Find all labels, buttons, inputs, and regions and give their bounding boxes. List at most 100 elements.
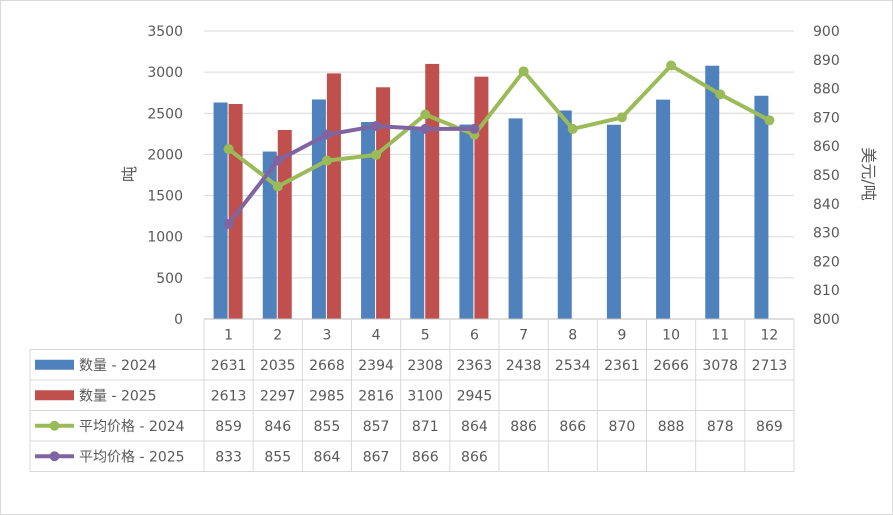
bar-quantity-2024: [508, 118, 523, 320]
y-tick-label: 0: [174, 312, 183, 328]
table-cell: 2945: [457, 388, 493, 404]
line-price-2025: [227, 124, 475, 226]
point-price-2024: [371, 149, 382, 160]
bar-quantity-2024: [557, 110, 572, 319]
bar-quantity-2024: [213, 102, 228, 319]
y2-tick-label: 880: [813, 82, 840, 98]
table-cell: 866: [559, 419, 586, 435]
table-cell: 2631: [211, 358, 247, 374]
point-price-2024: [321, 155, 332, 166]
point-price-2024: [567, 123, 578, 134]
y-tick-label: 3500: [147, 24, 183, 40]
table-cell: 2816: [358, 388, 394, 404]
category-label: 1: [224, 327, 233, 343]
category-label: 12: [761, 327, 779, 343]
bar-quantity-2025: [326, 73, 341, 320]
point-price-2025: [321, 129, 332, 140]
table-cell: 2363: [457, 358, 493, 374]
bar-quantity-2025: [277, 129, 292, 319]
line-price-2024: [227, 63, 771, 189]
legend-key-quantity-2024: [35, 359, 74, 370]
category-label: 9: [617, 327, 626, 343]
table-cell: 871: [412, 419, 439, 435]
point-price-2025: [420, 123, 431, 134]
table-cell: 2297: [260, 388, 296, 404]
point-price-2025: [469, 123, 480, 134]
bar-quantity-2024: [606, 124, 621, 320]
legend-marker-price-2025: [49, 451, 60, 462]
category-label: 6: [470, 327, 479, 343]
table-cell: 866: [412, 449, 439, 465]
point-price-2025: [371, 121, 382, 132]
category-label: 10: [662, 327, 680, 343]
bar-quantity-2025: [474, 76, 489, 319]
table-cell: 870: [609, 419, 636, 435]
point-price-2024: [666, 60, 677, 71]
y2-tick-label: 890: [813, 53, 840, 69]
y-tick-label: 1000: [147, 230, 183, 246]
point-price-2025: [223, 218, 234, 229]
bar-quantity-2024: [311, 99, 326, 319]
y-axis-title: 吨: [120, 166, 139, 182]
legend-label-quantity-2025: 数量 - 2025: [79, 388, 157, 404]
table-cell: 3100: [407, 388, 443, 404]
y2-tick-label: 810: [813, 283, 840, 299]
y2-tick-label: 860: [813, 139, 840, 155]
table-cell: 855: [314, 419, 341, 435]
table-cell: 864: [314, 449, 341, 465]
bar-quantity-2024: [410, 129, 425, 319]
table-cell: 886: [510, 419, 537, 435]
y-tick-label: 2500: [147, 106, 183, 122]
legend-key-quantity-2025: [35, 390, 74, 401]
table-cell: 833: [215, 449, 242, 465]
y-tick-label: 2000: [147, 147, 183, 163]
y2-tick-label: 850: [813, 168, 840, 184]
category-label: 2: [273, 327, 282, 343]
bar-quantity-2024: [705, 65, 720, 319]
table-cell: 2035: [260, 358, 296, 374]
category-label: 8: [568, 327, 577, 343]
point-price-2024: [223, 144, 234, 155]
point-price-2024: [616, 112, 627, 123]
table-cell: 857: [363, 419, 390, 435]
legend-label-price-2025: 平均价格 - 2025: [79, 449, 185, 465]
bar-quantity-2025: [425, 63, 440, 319]
point-price-2024: [518, 66, 529, 77]
table-cell: 3078: [702, 358, 738, 374]
y2-tick-label: 800: [813, 312, 840, 328]
bar-quantity-2024: [459, 124, 474, 319]
table-cell: 878: [707, 419, 734, 435]
category-label: 3: [322, 327, 331, 343]
table-cell: 2985: [309, 388, 345, 404]
y2-tick-label: 840: [813, 197, 840, 213]
category-label: 11: [711, 327, 729, 343]
table-cell: 2361: [604, 358, 640, 374]
point-price-2025: [272, 155, 283, 166]
table-cell: 2668: [309, 358, 345, 374]
category-label: 4: [372, 327, 381, 343]
point-price-2024: [715, 89, 726, 100]
table-cell: 2308: [407, 358, 443, 374]
table-cell: 867: [363, 449, 390, 465]
table-cell: 864: [461, 419, 488, 435]
table-cell: 2613: [211, 388, 247, 404]
y2-tick-label: 820: [813, 254, 840, 270]
table-cell: 2438: [506, 358, 542, 374]
table-cell: 2713: [752, 358, 788, 374]
legend-label-quantity-2024: 数量 - 2024: [79, 358, 157, 374]
table-cell: 846: [264, 419, 291, 435]
table-cell: 859: [215, 419, 242, 435]
category-label: 5: [421, 327, 430, 343]
y2-axis-title: 美元/吨: [859, 147, 878, 200]
point-price-2024: [420, 109, 431, 120]
bar-quantity-2024: [656, 99, 671, 320]
legend-marker-price-2024: [49, 420, 60, 431]
y2-tick-label: 830: [813, 226, 840, 242]
table-cell: 869: [756, 419, 783, 435]
y-tick-label: 1500: [147, 189, 183, 205]
y-tick-label: 3000: [147, 65, 183, 81]
bar-quantity-2024: [262, 151, 277, 319]
y2-tick-label: 900: [813, 24, 840, 40]
bar-quantity-2024: [361, 122, 376, 320]
